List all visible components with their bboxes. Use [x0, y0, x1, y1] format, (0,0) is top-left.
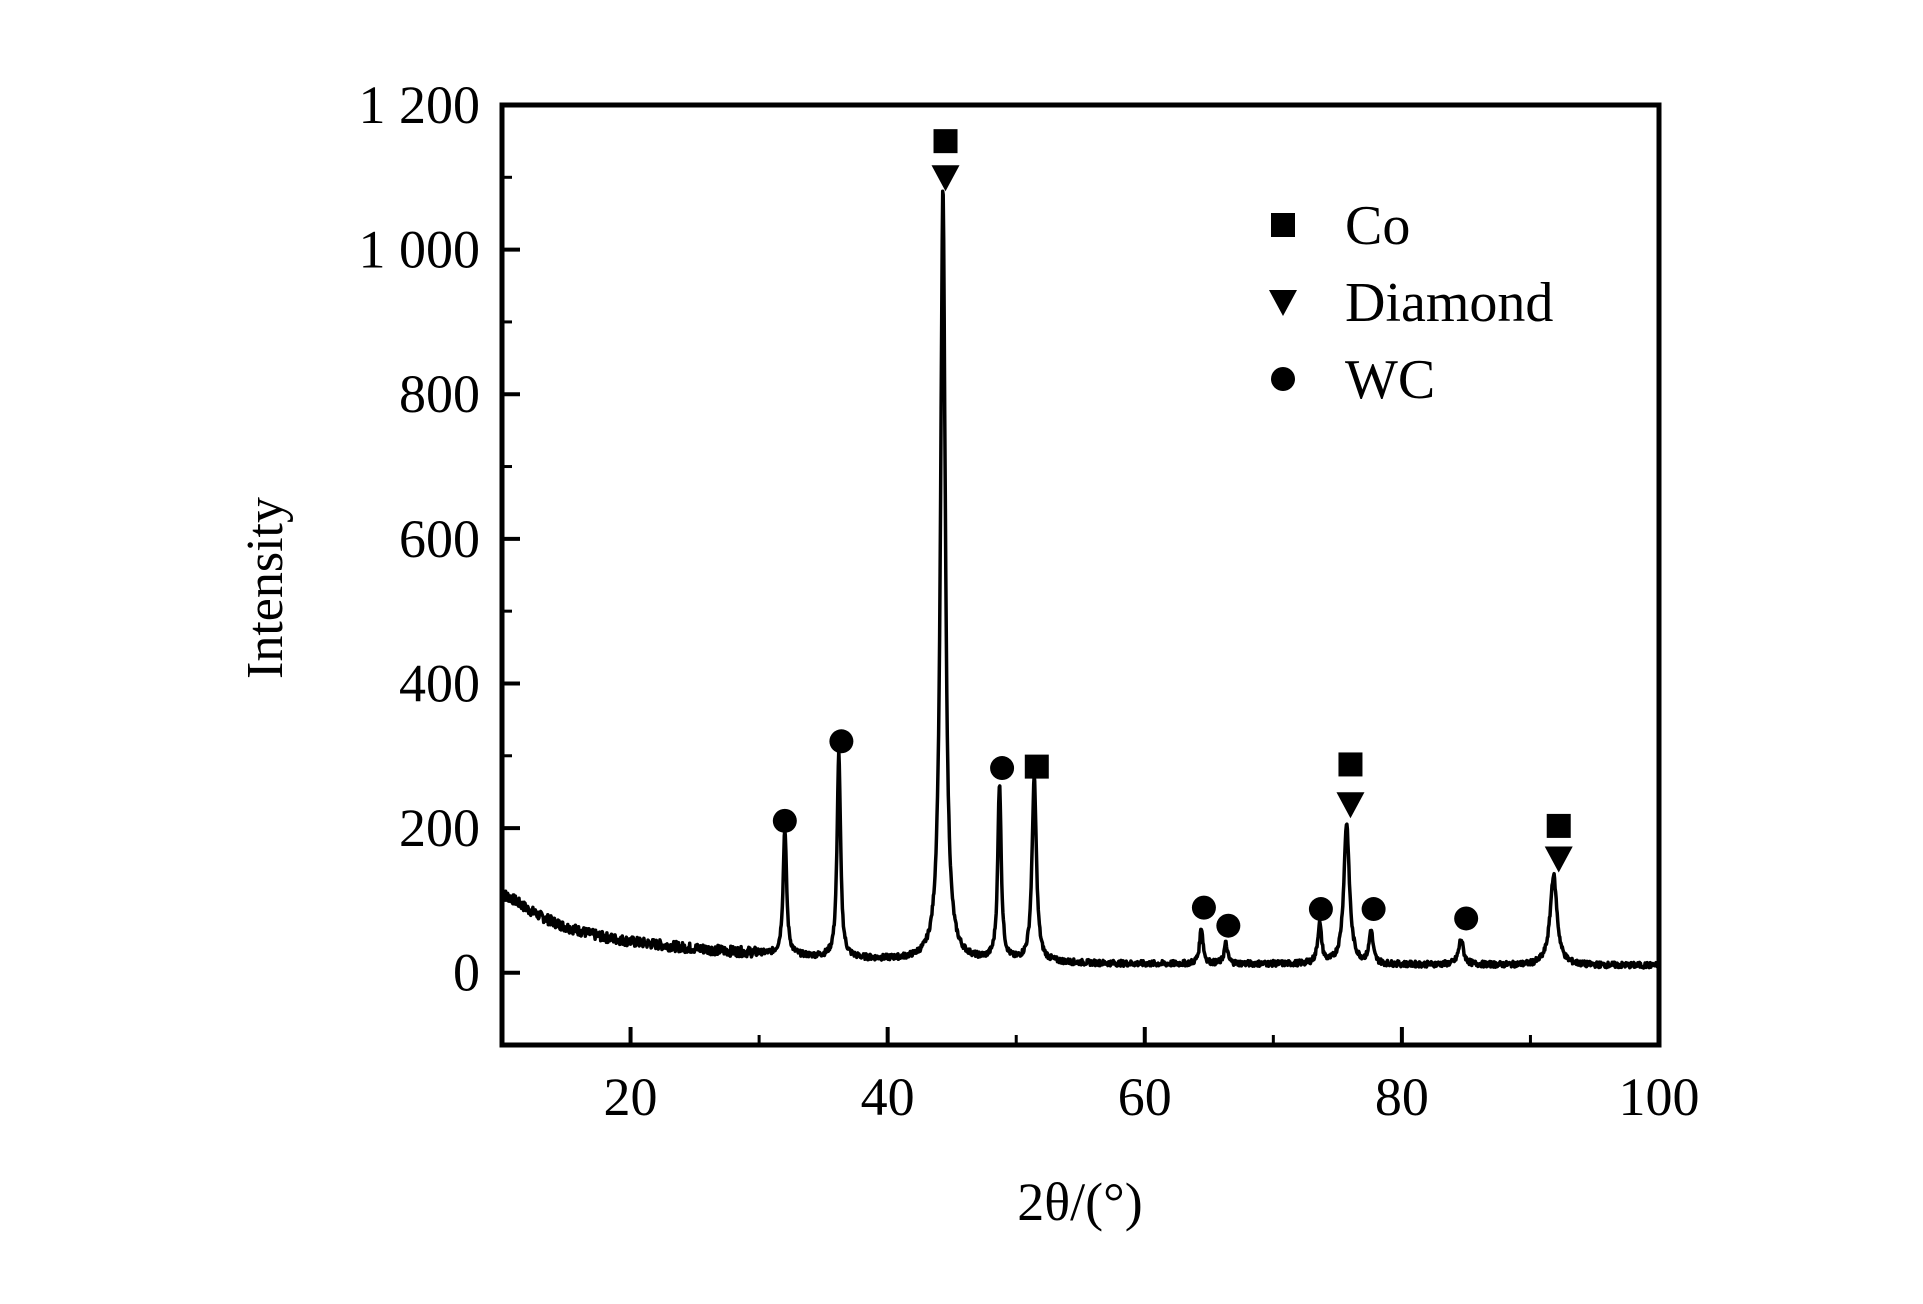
y-tick-label: 200 [399, 798, 480, 858]
co-peak-marker [1546, 813, 1571, 838]
diamond-peak-marker [931, 165, 960, 192]
x-tick-label: 80 [1375, 1067, 1429, 1127]
ticks-layer: 0 200 400 600 800 1 000 1 200 20 40 60 80 100 [359, 75, 1700, 1127]
wc-peak-marker [829, 729, 854, 754]
legend-co-label: Co [1345, 195, 1410, 257]
co-peak-marker [933, 129, 958, 154]
legend-co-marker [1271, 213, 1295, 237]
wc-peak-marker [1191, 895, 1216, 920]
x-tick-label: 100 [1619, 1067, 1700, 1127]
diamond-peak-marker [1544, 846, 1573, 873]
y-tick-label: 1 000 [359, 220, 481, 280]
legend-wc-label: WC [1345, 349, 1435, 411]
wc-peak-marker [772, 808, 797, 833]
wc-peak-marker [990, 756, 1015, 781]
wc-peak-marker [1361, 897, 1386, 922]
wc-peak-marker [1454, 906, 1479, 931]
legend-wc-marker [1271, 367, 1295, 391]
y-axis-label: Intensity [237, 497, 294, 679]
legend-diamond-label: Diamond [1345, 272, 1553, 334]
wc-peak-marker [1308, 897, 1333, 922]
y-tick-label: 600 [399, 509, 480, 569]
co-peak-marker [1024, 754, 1049, 779]
x-axis-label: 2θ/(°) [1017, 1172, 1142, 1232]
legend-diamond-marker [1269, 290, 1297, 316]
y-tick-label: 1 200 [359, 75, 481, 135]
diamond-peak-marker [1336, 792, 1365, 819]
y-tick-label: 0 [453, 943, 480, 1003]
y-tick-label: 800 [399, 364, 480, 424]
x-tick-label: 60 [1118, 1067, 1172, 1127]
x-tick-label: 40 [861, 1067, 915, 1127]
y-tick-label: 400 [399, 653, 480, 713]
wc-peak-marker [1216, 913, 1241, 938]
marker-layer [772, 129, 1573, 938]
plot-frame [499, 102, 1662, 1048]
xrd-trace-line [500, 189, 1661, 970]
trace-layer [500, 189, 1661, 970]
co-peak-marker [1338, 752, 1363, 777]
legend: Co Diamond WC [1269, 195, 1553, 411]
x-tick-label: 20 [604, 1067, 658, 1127]
